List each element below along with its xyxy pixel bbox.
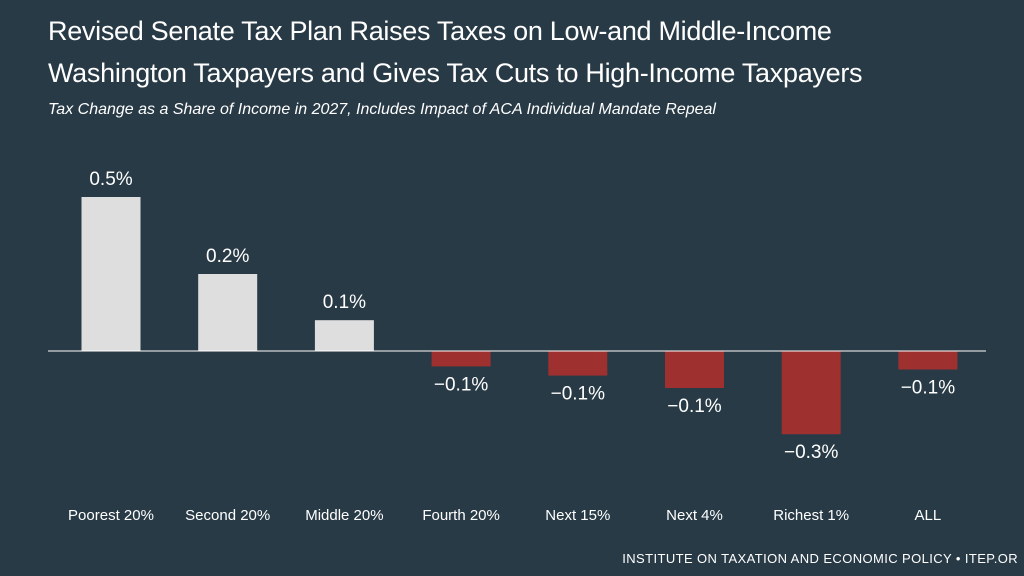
bar-0 bbox=[81, 197, 141, 351]
category-label-6: Richest 1% bbox=[773, 507, 849, 524]
bar-4 bbox=[548, 351, 608, 376]
bar-3 bbox=[431, 351, 491, 367]
category-label-2: Middle 20% bbox=[305, 507, 383, 524]
bar-5 bbox=[665, 351, 724, 388]
bar-1 bbox=[198, 274, 258, 351]
bar-2 bbox=[314, 320, 374, 351]
data-label-0: 0.5% bbox=[89, 169, 132, 190]
data-label-3: −0.1% bbox=[434, 374, 489, 395]
chart-subtitle: Tax Change as a Share of Income in 2027,… bbox=[48, 101, 716, 118]
data-label-1: 0.2% bbox=[206, 246, 249, 267]
data-label-7: −0.1% bbox=[901, 378, 956, 399]
data-label-2: 0.1% bbox=[323, 292, 366, 313]
chart-title-line-2: Washington Taxpayers and Gives Tax Cuts … bbox=[48, 58, 863, 88]
chart-title-line-1: Revised Senate Tax Plan Raises Taxes on … bbox=[48, 16, 832, 46]
bar-6 bbox=[781, 351, 841, 435]
category-label-5: Next 4% bbox=[666, 507, 723, 524]
category-label-1: Second 20% bbox=[185, 507, 270, 524]
category-label-3: Fourth 20% bbox=[422, 507, 500, 524]
category-label-0: Poorest 20% bbox=[68, 507, 154, 524]
source-footer: INSTITUTE ON TAXATION AND ECONOMIC POLIC… bbox=[622, 551, 1018, 566]
data-label-6: −0.3% bbox=[784, 442, 839, 463]
category-label-4: Next 15% bbox=[545, 507, 610, 524]
bar-7 bbox=[898, 351, 958, 370]
chart-title: Revised Senate Tax Plan Raises Taxes on … bbox=[48, 10, 1008, 94]
data-label-4: −0.1% bbox=[551, 384, 606, 405]
category-label-7: ALL bbox=[915, 507, 942, 524]
data-label-5: −0.1% bbox=[667, 396, 722, 417]
